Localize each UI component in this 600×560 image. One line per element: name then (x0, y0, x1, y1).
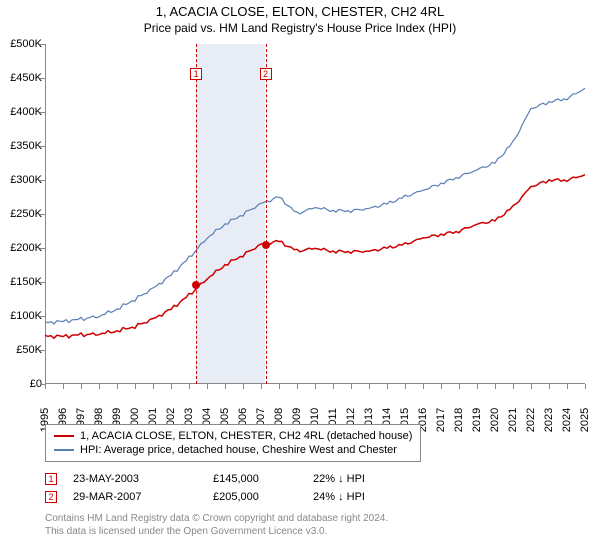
x-tick-mark (567, 384, 568, 389)
x-tick-mark (135, 384, 136, 389)
y-tick-mark (40, 350, 45, 351)
x-tick-label: 2023 (543, 408, 555, 432)
series-line (45, 175, 585, 339)
y-tick-mark (40, 146, 45, 147)
x-tick-mark (387, 384, 388, 389)
x-tick-mark (207, 384, 208, 389)
legend: 1, ACACIA CLOSE, ELTON, CHESTER, CH2 4RL… (45, 424, 421, 462)
x-tick-label: 2017 (435, 408, 447, 432)
sales-table: 1 23-MAY-2003£145,00022% ↓ HPI 2 29-MAR-200… (45, 470, 413, 506)
x-tick-mark (45, 384, 46, 389)
sale-point (192, 281, 200, 289)
y-tick-mark (40, 316, 45, 317)
chart-container: 1, ACACIA CLOSE, ELTON, CHESTER, CH2 4RL… (0, 0, 600, 560)
x-tick-mark (441, 384, 442, 389)
x-tick-mark (423, 384, 424, 389)
legend-text: 1, ACACIA CLOSE, ELTON, CHESTER, CH2 4RL… (80, 430, 412, 442)
sales-row-price: £145,000 (213, 473, 313, 485)
y-tick-mark (40, 248, 45, 249)
x-tick-label: 2024 (561, 408, 573, 432)
x-tick-mark (405, 384, 406, 389)
footer-line: Contains HM Land Registry data © Crown c… (45, 512, 388, 525)
sales-row-marker: 1 (45, 473, 57, 485)
x-tick-mark (225, 384, 226, 389)
x-tick-label: 2022 (525, 408, 537, 432)
y-tick-mark (40, 282, 45, 283)
y-tick-label: £250K (2, 208, 42, 220)
x-tick-mark (117, 384, 118, 389)
x-tick-mark (549, 384, 550, 389)
legend-item: 1, ACACIA CLOSE, ELTON, CHESTER, CH2 4RL… (54, 429, 412, 443)
y-tick-mark (40, 44, 45, 45)
y-tick-label: £450K (2, 72, 42, 84)
sales-row: 2 29-MAR-2007£205,00024% ↓ HPI (45, 488, 413, 506)
y-tick-mark (40, 112, 45, 113)
sale-dashed-line (266, 44, 267, 384)
y-tick-mark (40, 214, 45, 215)
footer-attribution: Contains HM Land Registry data © Crown c… (45, 512, 388, 538)
sales-row-delta: 22% ↓ HPI (313, 473, 413, 485)
series-line (45, 88, 585, 324)
legend-swatch (54, 435, 74, 437)
chart-title: 1, ACACIA CLOSE, ELTON, CHESTER, CH2 4RL (0, 0, 600, 19)
x-tick-mark (513, 384, 514, 389)
y-tick-label: £300K (2, 174, 42, 186)
x-tick-mark (585, 384, 586, 389)
x-tick-mark (81, 384, 82, 389)
x-tick-mark (63, 384, 64, 389)
x-tick-label: 2020 (489, 408, 501, 432)
legend-swatch (54, 449, 74, 451)
legend-text: HPI: Average price, detached house, Ches… (80, 444, 397, 456)
x-tick-label: 2018 (453, 408, 465, 432)
x-tick-mark (297, 384, 298, 389)
legend-item: HPI: Average price, detached house, Ches… (54, 443, 412, 457)
y-tick-label: £200K (2, 242, 42, 254)
x-tick-mark (171, 384, 172, 389)
x-tick-mark (99, 384, 100, 389)
x-tick-mark (243, 384, 244, 389)
line-series (45, 44, 585, 384)
y-tick-label: £500K (2, 38, 42, 50)
footer-line: This data is licensed under the Open Gov… (45, 525, 388, 538)
y-tick-label: £350K (2, 140, 42, 152)
sales-row-marker: 2 (45, 491, 57, 503)
chart-subtitle: Price paid vs. HM Land Registry's House … (0, 19, 600, 41)
y-tick-label: £400K (2, 106, 42, 118)
x-tick-mark (279, 384, 280, 389)
x-tick-mark (315, 384, 316, 389)
x-tick-mark (153, 384, 154, 389)
x-tick-label: 2019 (471, 408, 483, 432)
sale-point (262, 241, 270, 249)
x-tick-mark (369, 384, 370, 389)
x-tick-mark (189, 384, 190, 389)
sale-marker-box: 2 (260, 68, 272, 80)
x-tick-mark (477, 384, 478, 389)
y-tick-label: £100K (2, 310, 42, 322)
y-tick-label: £50K (2, 344, 42, 356)
y-tick-mark (40, 78, 45, 79)
sale-marker-box: 1 (190, 68, 202, 80)
sale-dashed-line (196, 44, 197, 384)
x-tick-mark (333, 384, 334, 389)
sales-row-price: £205,000 (213, 491, 313, 503)
sales-row-delta: 24% ↓ HPI (313, 491, 413, 503)
sales-row-date: 23-MAY-2003 (73, 473, 213, 485)
x-tick-mark (351, 384, 352, 389)
x-tick-label: 2021 (507, 408, 519, 432)
x-tick-mark (531, 384, 532, 389)
x-tick-mark (495, 384, 496, 389)
x-tick-mark (261, 384, 262, 389)
sales-row-date: 29-MAR-2007 (73, 491, 213, 503)
x-tick-label: 2025 (579, 408, 591, 432)
sales-row: 1 23-MAY-2003£145,00022% ↓ HPI (45, 470, 413, 488)
x-tick-mark (459, 384, 460, 389)
y-tick-label: £150K (2, 276, 42, 288)
y-tick-mark (40, 180, 45, 181)
y-tick-label: £0 (2, 378, 42, 390)
